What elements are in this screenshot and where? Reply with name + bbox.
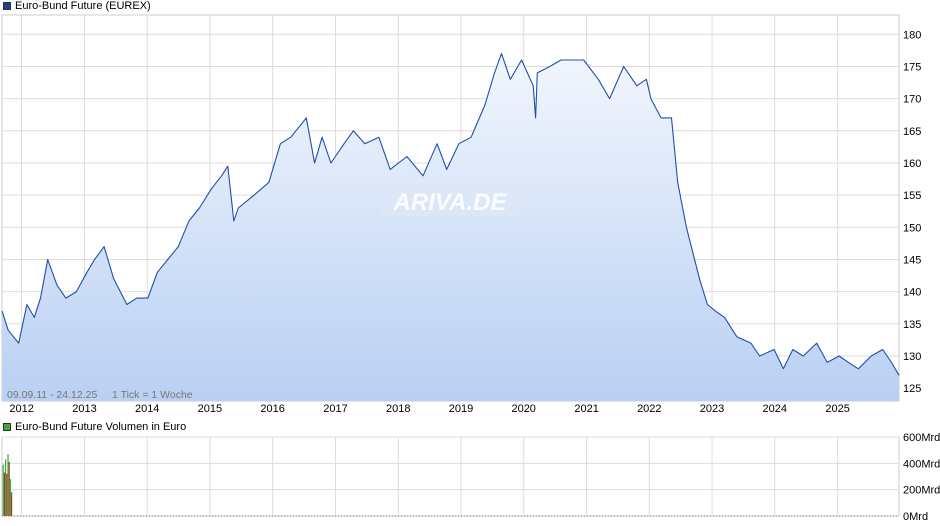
price-line <box>1 53 900 376</box>
volume-legend-label: Euro-Bund Future Volumen in Euro <box>15 421 187 433</box>
price-y-axis: 125 130 135 140 145 150 155 160 165 170 175 180 <box>903 29 921 395</box>
price-area <box>2 53 899 401</box>
price-legend: Euro-Bund Future (EUREX) <box>3 0 151 12</box>
volume-bar <box>9 479 12 516</box>
price-y-tick-label: 145 <box>903 254 921 266</box>
info-range: 09.09.11 - 24.12.25 <box>7 389 97 401</box>
price-y-tick-label: 160 <box>903 158 921 170</box>
volume-bar <box>3 472 6 516</box>
volume-plot-frame <box>1 436 900 517</box>
price-chart: ARIVA.DE 1251301351401451501551601651701… <box>1 14 921 415</box>
price-y-tick-label: 150 <box>903 222 921 234</box>
price-x-tick-label: 2016 <box>260 403 284 415</box>
price-x-tick-label: 2018 <box>386 403 410 415</box>
price-x-tick-label: 2023 <box>700 403 724 415</box>
volume-y-tick-label: 600Mrd <box>903 432 940 444</box>
price-y-tick-label: 135 <box>903 319 921 331</box>
price-x-tick-label: 2024 <box>763 403 787 415</box>
volume-bar <box>7 454 9 516</box>
price-x-tick-label: 2019 <box>449 403 473 415</box>
info-tick: 1 Tick = 1 Woche <box>112 389 193 401</box>
price-y-tick-label: 180 <box>903 29 921 41</box>
price-y-tick-label: 170 <box>903 94 921 106</box>
volume-bar <box>5 459 7 516</box>
price-y-tick-label: 125 <box>903 383 921 395</box>
price-x-tick-label: 2025 <box>825 403 849 415</box>
price-legend-label: Euro-Bund Future (EUREX) <box>15 0 151 12</box>
price-x-tick-label: 2015 <box>198 403 222 415</box>
volume-y-tick-label: 0Mrd <box>903 511 928 523</box>
watermark: ARIVA.DE <box>378 188 522 216</box>
volume-bars <box>2 454 13 516</box>
volume-legend-swatch <box>3 423 11 431</box>
watermark-text: ARIVA.DE <box>393 189 508 216</box>
price-x-tick-label: 2012 <box>9 403 33 415</box>
price-x-tick-label: 2013 <box>72 403 96 415</box>
volume-chart: 600Mrd 400Mrd 200Mrd 0Mrd <box>1 432 940 523</box>
price-x-tick-label: 2020 <box>511 403 535 415</box>
price-x-tick-label: 2017 <box>323 403 347 415</box>
price-y-tick-label: 140 <box>903 287 921 299</box>
volume-y-tick-label: 400Mrd <box>903 458 940 470</box>
volume-bar <box>6 473 8 516</box>
price-x-tick-label: 2022 <box>637 403 661 415</box>
price-y-tick-label: 175 <box>903 61 921 73</box>
volume-y-axis: 600Mrd 400Mrd 200Mrd 0Mrd <box>903 432 940 523</box>
volume-bar <box>11 492 13 516</box>
price-y-tick-label: 155 <box>903 190 921 202</box>
volume-bar <box>8 462 10 516</box>
price-y-tick-label: 130 <box>903 351 921 363</box>
price-x-axis: 2012 2013 2014 2015 2016 2017 2018 2019 2020 2021… <box>9 403 850 415</box>
price-x-tick-label: 2014 <box>135 403 159 415</box>
volume-bar <box>2 464 4 516</box>
price-legend-swatch <box>3 2 11 10</box>
price-x-tick-label: 2021 <box>574 403 598 415</box>
volume-grid <box>2 436 899 516</box>
volume-y-tick-label: 200Mrd <box>903 485 940 497</box>
price-y-tick-label: 165 <box>903 126 921 138</box>
volume-legend: Euro-Bund Future Volumen in Euro <box>3 421 186 433</box>
